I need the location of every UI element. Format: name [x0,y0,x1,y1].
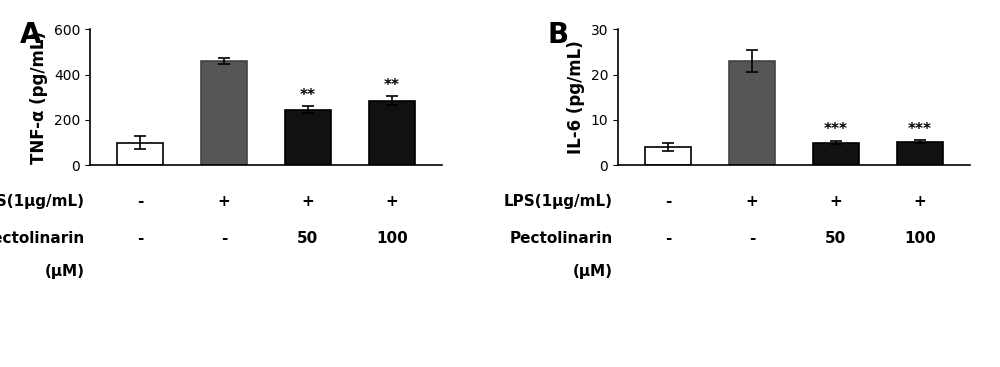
Text: (μM): (μM) [573,264,613,279]
Text: +: + [385,195,398,209]
Text: LPS(1μg/mL): LPS(1μg/mL) [504,195,613,209]
Text: -: - [665,195,671,209]
Bar [285,110,331,165]
Text: -: - [137,231,143,246]
Text: **: ** [384,78,400,93]
Text: -: - [137,195,143,209]
Text: +: + [830,195,842,209]
Text: Pectolinarin: Pectolinarin [510,231,613,246]
Text: B: B [548,21,569,49]
Y-axis label: TNF-α (pg/mL): TNF-α (pg/mL) [30,31,48,164]
Text: ***: *** [908,122,932,137]
Text: -: - [749,231,755,246]
Text: **: ** [300,88,316,103]
Bar [813,142,859,165]
Bar [897,142,943,165]
Y-axis label: IL-6 (pg/mL): IL-6 (pg/mL) [567,40,585,154]
Text: 50: 50 [825,231,847,246]
Text: 100: 100 [376,231,408,246]
Bar [117,142,163,165]
Text: +: + [302,195,314,209]
Text: A: A [20,21,41,49]
Bar [369,101,415,165]
Text: (μM): (μM) [45,264,85,279]
Text: Pectolinarin: Pectolinarin [0,231,85,246]
Bar [201,61,247,165]
Text: +: + [746,195,758,209]
Text: ***: *** [824,122,848,137]
Bar [729,61,775,165]
Text: 100: 100 [904,231,936,246]
Text: +: + [913,195,926,209]
Text: -: - [665,231,671,246]
Text: LPS(1μg/mL): LPS(1μg/mL) [0,195,85,209]
Text: -: - [221,231,227,246]
Text: 50: 50 [297,231,319,246]
Bar [645,147,691,165]
Text: +: + [218,195,230,209]
